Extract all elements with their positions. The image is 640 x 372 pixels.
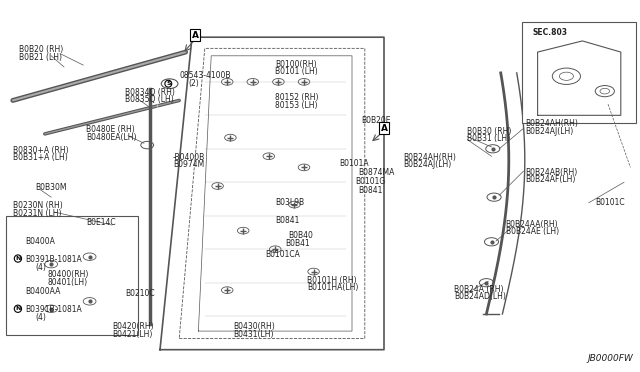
- Text: B0B24AD(LH): B0B24AD(LH): [454, 292, 506, 301]
- Text: B0101G: B0101G: [355, 177, 385, 186]
- Text: B0101 (LH): B0101 (LH): [275, 67, 318, 76]
- Text: B0841: B0841: [275, 216, 300, 225]
- Text: 80401(LH): 80401(LH): [48, 278, 88, 286]
- Text: B0B31 (LH): B0B31 (LH): [467, 134, 510, 143]
- Text: B0431(LH): B0431(LH): [234, 330, 274, 339]
- Text: B0101H (RH): B0101H (RH): [307, 276, 357, 285]
- Text: B03L9B: B03L9B: [275, 198, 305, 206]
- Text: 80400(RH): 80400(RH): [48, 270, 90, 279]
- Text: B0400AA: B0400AA: [26, 287, 61, 296]
- Text: B0B24A (RH): B0B24A (RH): [454, 285, 504, 294]
- Text: B0101C: B0101C: [595, 198, 625, 206]
- Text: N: N: [15, 306, 20, 311]
- Text: B0B30 (RH): B0B30 (RH): [467, 127, 511, 136]
- Text: (4): (4): [35, 313, 46, 322]
- Text: A: A: [192, 31, 198, 40]
- Text: B0B24AF(LH): B0B24AF(LH): [525, 175, 575, 184]
- Text: B0101A: B0101A: [339, 158, 369, 167]
- Text: B0974M: B0974M: [173, 160, 204, 169]
- Text: B0B21 (LH): B0B21 (LH): [19, 52, 62, 61]
- Text: SEC.803: SEC.803: [532, 28, 568, 37]
- Bar: [6, 216, 138, 335]
- Text: (4): (4): [35, 263, 46, 272]
- Text: B0391B-1081A: B0391B-1081A: [26, 255, 83, 264]
- Text: B0841: B0841: [358, 186, 383, 195]
- FancyBboxPatch shape: [522, 22, 636, 123]
- Text: B0E14C: B0E14C: [86, 218, 116, 227]
- Text: B0230N (RH): B0230N (RH): [13, 201, 63, 210]
- Text: B0B24AB(RH): B0B24AB(RH): [525, 168, 577, 177]
- Text: B0430(RH): B0430(RH): [234, 322, 275, 331]
- Text: B0B31+A (LH): B0B31+A (LH): [13, 153, 68, 162]
- Text: B0480EA(LH): B0480EA(LH): [86, 132, 137, 141]
- Text: B0101HA(LH): B0101HA(LH): [307, 283, 358, 292]
- Text: B0B20E: B0B20E: [362, 116, 391, 125]
- Text: (2): (2): [189, 78, 200, 87]
- Text: B0874MA: B0874MA: [358, 168, 395, 177]
- Text: A: A: [381, 124, 387, 133]
- Text: B0421(LH): B0421(LH): [112, 330, 152, 339]
- Text: B0231N (LH): B0231N (LH): [13, 209, 61, 218]
- Text: B0101CA: B0101CA: [266, 250, 300, 259]
- Text: N: N: [15, 256, 20, 261]
- Text: B0834Q (RH): B0834Q (RH): [125, 88, 175, 97]
- Text: B0835Q (LH): B0835Q (LH): [125, 95, 173, 104]
- Text: B0420(RH): B0420(RH): [112, 322, 154, 331]
- Text: 08543-4100B: 08543-4100B: [179, 71, 230, 80]
- Text: B0B24AH(RH): B0B24AH(RH): [403, 153, 456, 162]
- Text: B0B24AA(RH): B0B24AA(RH): [506, 220, 558, 229]
- Text: B0B30M: B0B30M: [35, 183, 67, 192]
- Text: B0B24AH(RH): B0B24AH(RH): [525, 119, 578, 128]
- Text: B0391B-1081A: B0391B-1081A: [26, 305, 83, 314]
- Text: 80152 (RH): 80152 (RH): [275, 93, 319, 102]
- Text: B0B20 (RH): B0B20 (RH): [19, 45, 63, 54]
- Text: S: S: [166, 81, 171, 86]
- Text: B0B24AE (LH): B0B24AE (LH): [506, 227, 559, 236]
- Text: B0480E (RH): B0480E (RH): [86, 125, 135, 134]
- Text: B0210C: B0210C: [125, 289, 154, 298]
- Text: 80153 (LH): 80153 (LH): [275, 101, 317, 110]
- Text: B0830+A (RH): B0830+A (RH): [13, 145, 68, 154]
- Text: B0400A: B0400A: [26, 237, 56, 246]
- Text: B0B24AJ(LH): B0B24AJ(LH): [403, 160, 451, 169]
- Text: B0B41: B0B41: [285, 238, 310, 247]
- Text: JB0000FW: JB0000FW: [588, 354, 634, 363]
- Text: -B0400B: -B0400B: [173, 153, 205, 162]
- Text: B0B40: B0B40: [288, 231, 313, 240]
- Text: B0B24AJ(LH): B0B24AJ(LH): [525, 127, 573, 136]
- Text: B0100(RH): B0100(RH): [275, 60, 317, 69]
